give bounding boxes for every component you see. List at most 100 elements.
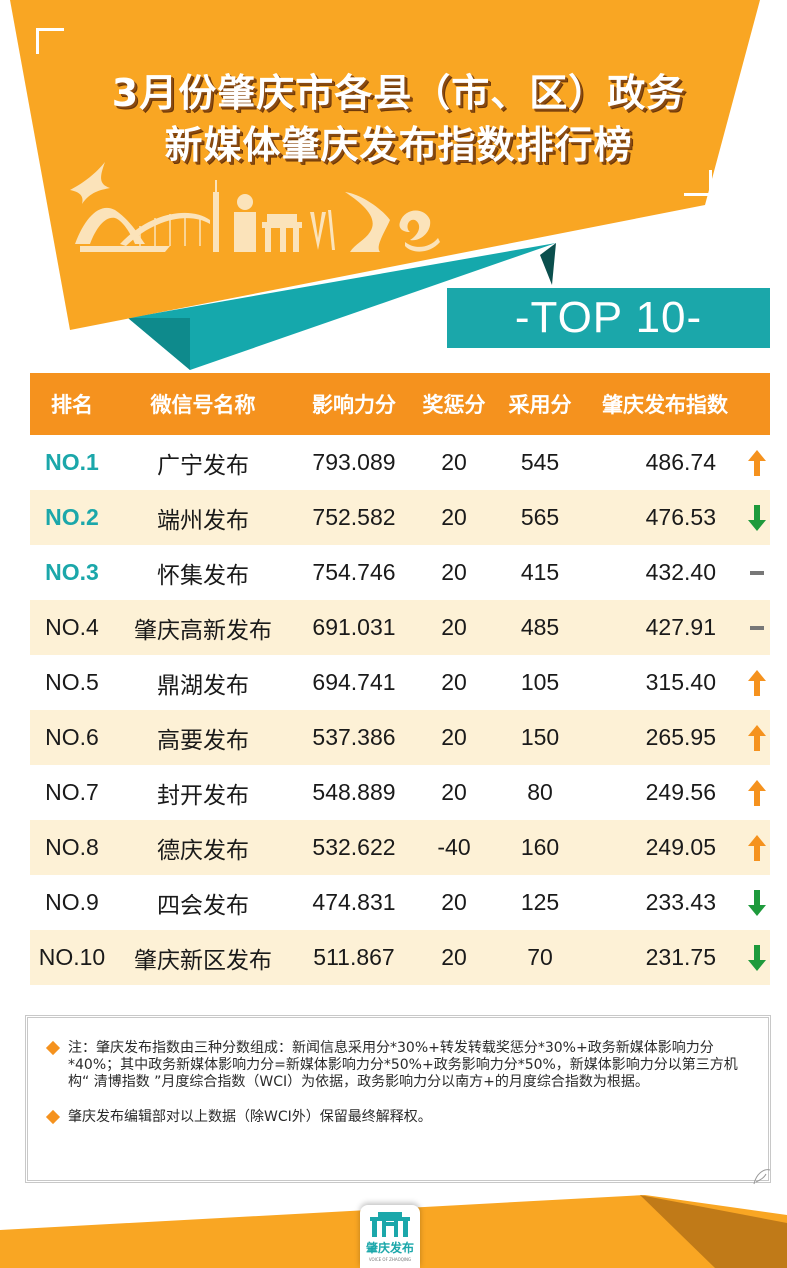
dash-flat-icon: [744, 570, 770, 575]
rank-cell: NO.1: [45, 449, 99, 475]
rank-cell: NO.10: [38, 944, 106, 970]
table-row: NO.10 肇庆新区发布 511.867 20 70 231.75: [30, 930, 770, 985]
reward-cell: 20: [441, 944, 467, 970]
adopt-cell: 105: [520, 669, 560, 695]
column-header-name: 微信号名称: [150, 393, 256, 417]
table-row: NO.7 封开发布 548.889 20 80 249.56: [30, 765, 770, 820]
table-header: 排名 微信号名称 影响力分 奖惩分 采用分 肇庆发布指数: [30, 373, 770, 435]
reward-cell: 20: [441, 724, 467, 750]
header-banner-graphic: [10, 0, 760, 370]
table-row: NO.4 肇庆高新发布 691.031 20 485 427.91: [30, 600, 770, 655]
reward-cell: 20: [441, 559, 467, 585]
name-cell: 鼎湖发布: [157, 672, 249, 699]
index-cell: 233.43: [645, 889, 716, 915]
name-cell: 封开发布: [157, 782, 249, 809]
adopt-cell: 545: [520, 449, 560, 475]
rank-cell: NO.3: [45, 559, 99, 585]
arrow-down-icon: [744, 504, 770, 531]
influence-cell: 793.089: [312, 449, 396, 475]
rank-cell: NO.4: [45, 614, 99, 640]
arrow-up-icon: [744, 834, 770, 861]
note-item: 肇庆发布编辑部对以上数据（除WCI外）保留最终解释权。: [45, 1109, 742, 1126]
adopt-cell: 150: [520, 724, 560, 750]
name-cell: 高要发布: [157, 727, 249, 754]
reward-cell: 20: [441, 614, 467, 640]
influence-cell: 754.746: [312, 559, 396, 585]
corner-bracket-bottom-right: [684, 170, 712, 196]
rank-cell: NO.2: [45, 504, 99, 530]
arrow-down-icon: [744, 944, 770, 971]
adopt-cell: 485: [520, 614, 560, 640]
index-cell: 265.95: [645, 724, 716, 750]
influence-cell: 474.831: [312, 889, 396, 915]
index-cell: 249.05: [645, 834, 716, 860]
reward-cell: 20: [441, 779, 467, 805]
table-row: NO.3 怀集发布 754.746 20 415 432.40: [30, 545, 770, 600]
index-cell: 315.40: [645, 669, 716, 695]
column-header-rank: 排名: [51, 393, 93, 417]
adopt-cell: 415: [520, 559, 560, 585]
column-header-index: 肇庆发布指数: [602, 393, 728, 417]
table-row: NO.5 鼎湖发布 694.741 20 105 315.40: [30, 655, 770, 710]
arrow-up-icon: [744, 724, 770, 751]
name-cell: 德庆发布: [157, 837, 249, 864]
archway-icon: [370, 1212, 410, 1237]
name-cell: 四会发布: [157, 892, 249, 919]
brand-logo: 肇庆发布 VOICE OF ZHAOQING: [360, 1205, 420, 1268]
name-cell: 怀集发布: [157, 562, 249, 589]
influence-cell: 537.386: [312, 724, 396, 750]
top10-badge: -TOP 10-: [447, 288, 770, 348]
arrow-down-icon: [744, 889, 770, 916]
note-text: 注：肇庆发布指数由三种分数组成：新闻信息采用分*30%+转发转载奖惩分*30%+…: [68, 1040, 738, 1090]
index-cell: 432.40: [645, 559, 716, 585]
influence-cell: 511.867: [313, 944, 395, 970]
page-title-line2: 新媒体肇庆发布指数排行榜: [164, 123, 633, 167]
logo-subtext: VOICE OF ZHAOQING: [368, 1257, 412, 1262]
notes-box: 注：肇庆发布指数由三种分数组成：新闻信息采用分*30%+转发转载奖惩分*30%+…: [25, 1015, 771, 1185]
reward-cell: 20: [441, 669, 467, 695]
name-cell: 广宁发布: [157, 452, 249, 479]
page-curl-icon: [753, 1169, 771, 1185]
rank-cell: NO.5: [45, 669, 99, 695]
rank-cell: NO.6: [45, 724, 99, 750]
table-row: NO.9 四会发布 474.831 20 125 233.43: [30, 875, 770, 930]
logo-text: 肇庆发布: [365, 1241, 414, 1255]
rank-cell: NO.7: [45, 779, 99, 805]
note-item: 注：肇庆发布指数由三种分数组成：新闻信息采用分*30%+转发转载奖惩分*30%+…: [45, 1040, 742, 1091]
reward-cell: 20: [441, 449, 467, 475]
arrow-up-icon: [744, 779, 770, 806]
page-title-line1: 3月份肇庆市各县（市、区）政务: [111, 71, 686, 115]
column-header-reward: 奖惩分: [422, 393, 486, 417]
name-cell: 肇庆高新发布: [134, 617, 272, 644]
reward-cell: 20: [441, 504, 467, 530]
column-header-adopt: 采用分: [508, 393, 572, 417]
arrow-up-icon: [744, 449, 770, 476]
index-cell: 231.75: [645, 944, 716, 970]
adopt-cell: 565: [520, 504, 560, 530]
adopt-cell: 125: [520, 889, 560, 915]
table-row: NO.2 端州发布 752.582 20 565 476.53: [30, 490, 770, 545]
table-row: NO.1 广宁发布 793.089 20 545 486.74: [30, 435, 770, 490]
index-cell: 427.91: [645, 614, 716, 640]
corner-bracket-top-left: [36, 28, 64, 54]
reward-cell: 20: [441, 889, 467, 915]
index-cell: 486.74: [645, 449, 716, 475]
diamond-bullet-icon: [45, 1040, 61, 1056]
name-cell: 端州发布: [157, 507, 249, 534]
rank-cell: NO.8: [45, 834, 99, 860]
adopt-cell: 80: [527, 779, 553, 805]
adopt-cell: 70: [527, 944, 553, 970]
index-cell: 249.56: [645, 779, 716, 805]
ranking-table: 排名 微信号名称 影响力分 奖惩分 采用分 肇庆发布指数 NO.1 广宁发布 7…: [30, 373, 770, 985]
column-header-influence: 影响力分: [312, 393, 396, 417]
city-skyline-icon: [70, 162, 440, 252]
index-cell: 476.53: [645, 504, 716, 530]
adopt-cell: 160: [520, 834, 560, 860]
table-row: NO.8 德庆发布 532.622 -40 160 249.05: [30, 820, 770, 875]
influence-cell: 694.741: [312, 669, 396, 695]
reward-cell: -40: [437, 834, 471, 860]
name-cell: 肇庆新区发布: [134, 947, 272, 974]
rank-cell: NO.9: [45, 889, 99, 915]
table-row: NO.6 高要发布 537.386 20 150 265.95: [30, 710, 770, 765]
dash-flat-icon: [744, 625, 770, 630]
